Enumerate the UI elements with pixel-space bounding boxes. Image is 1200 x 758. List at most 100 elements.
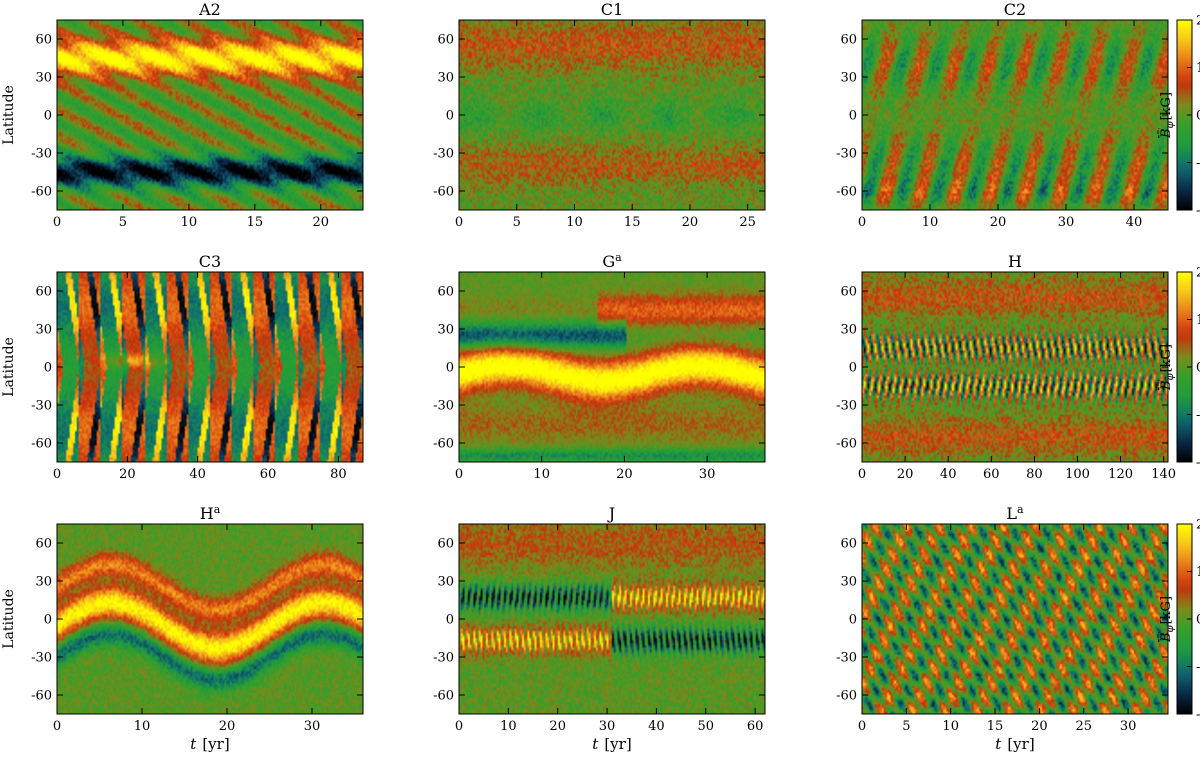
x-tick-label: 15 (247, 215, 264, 230)
y-tick-label: -60 (31, 689, 52, 704)
panel-title: C1 (601, 0, 623, 19)
colorbar-label: B̄φ[kG] (1158, 344, 1176, 391)
panel-title-superscript: a (214, 503, 221, 516)
heatmap-image (459, 272, 765, 462)
y-tick-label: 0 (44, 109, 52, 124)
y-tick-label: -30 (433, 147, 454, 162)
x-tick-label: 25 (739, 215, 756, 230)
x-tick-label: 0 (53, 215, 61, 230)
x-tick-label: 25 (1075, 719, 1092, 734)
y-tick-label: 30 (840, 575, 857, 590)
y-tick-label: 60 (840, 33, 857, 48)
x-tick-label: 40 (189, 467, 206, 482)
y-tick-label: 0 (446, 361, 454, 376)
y-tick-label: 30 (437, 575, 454, 590)
colorbar-tick-label: -1 (1196, 660, 1200, 675)
panel-title: C3 (199, 252, 221, 271)
colorbar-tick-label: 2 (1196, 266, 1200, 281)
x-tick-label: 50 (698, 719, 715, 734)
y-tick-label: -60 (433, 437, 454, 452)
y-tick-label: -30 (433, 399, 454, 414)
heatmap-image (862, 20, 1168, 210)
x-tick-label: 5 (902, 719, 910, 734)
x-tick-label: 120 (1108, 467, 1133, 482)
x-tick-label: 80 (1026, 467, 1043, 482)
y-tick-label: -60 (433, 185, 454, 200)
y-tick-label: 0 (849, 361, 857, 376)
y-tick-label: 0 (446, 109, 454, 124)
heatmap-image (57, 524, 363, 714)
x-tick-label: 10 (134, 719, 151, 734)
y-tick-label: 60 (840, 285, 857, 300)
x-tick-label: 15 (624, 215, 641, 230)
panel-4: C3 0 20 40 60 80 60 30 0 -30 -60 Latitude (1, 252, 364, 482)
x-tick-label: 100 (1065, 467, 1090, 482)
panel-title-superscript: a (615, 251, 622, 264)
colorbar: 2 1 0 -1 -2 B̄φ[kG] (1158, 14, 1200, 219)
x-tick-label: 0 (455, 215, 463, 230)
y-tick-label: 0 (849, 109, 857, 124)
panel-7: Ha 0 10 20 30 60 30 0 -30 -60 Latitude t [yr] (1, 503, 364, 753)
colorbar-tick-label: 0 (1196, 361, 1200, 376)
x-tick-label: 20 (897, 467, 914, 482)
x-tick-label: 30 (699, 467, 716, 482)
colorbar-tick-label: 0 (1196, 109, 1200, 124)
x-tick-label: 0 (858, 467, 866, 482)
x-axis-label: t [yr] (592, 735, 631, 753)
x-tick-label: 10 (533, 467, 550, 482)
y-tick-label: 0 (44, 613, 52, 628)
y-tick-label: 30 (840, 71, 857, 86)
panel-title: Ga (602, 251, 622, 271)
panel-2: C1 0 5 10 15 20 25 60 30 0 -30 -60 (433, 0, 766, 230)
panel-title-superscript: a (1017, 503, 1024, 516)
panel-title: C2 (1004, 0, 1026, 19)
x-tick-label: 15 (987, 719, 1004, 734)
y-tick-label: -60 (836, 437, 857, 452)
x-tick-label: 0 (858, 215, 866, 230)
panel-title: Ha (200, 503, 221, 523)
y-tick-label: -60 (433, 689, 454, 704)
x-tick-label: 40 (940, 467, 957, 482)
colorbar-label: B̄φ[kG] (1158, 596, 1176, 643)
y-tick-label: 60 (35, 33, 52, 48)
y-tick-label: 30 (437, 71, 454, 86)
colorbar-tick-label: -1 (1196, 156, 1200, 171)
x-tick-label: 60 (747, 719, 764, 734)
x-tick-label: 10 (942, 719, 959, 734)
panel-title: H (1008, 252, 1022, 271)
panel-9: La05101520253060300-30-60t[yr]210-1-2B̄φ… (836, 503, 1200, 753)
x-tick-label: 20 (549, 719, 566, 734)
panel-8: J 0 10 20 30 40 50 60 60 30 0 -30 -60 t [yr] (433, 504, 766, 753)
colorbar-tick-label: 1 (1196, 61, 1200, 76)
y-tick-label: -30 (31, 399, 52, 414)
x-tick-label: 20 (1031, 719, 1048, 734)
colorbar-tick-label: 1 (1196, 565, 1200, 580)
y-axis-label: Latitude (1, 589, 17, 649)
y-tick-label: -60 (836, 185, 857, 200)
x-tick-label: 140 (1151, 467, 1176, 482)
y-tick-label: 60 (840, 537, 857, 552)
x-axis-label: t [yr] (995, 735, 1034, 753)
x-axis-label: t [yr] (190, 735, 229, 753)
colorbar-tick-label: -2 (1196, 708, 1200, 723)
y-axis-label: Latitude (1, 337, 17, 397)
y-tick-label: -30 (433, 651, 454, 666)
y-tick-label: 60 (35, 537, 52, 552)
x-tick-label: 60 (260, 467, 277, 482)
x-tick-label: 30 (304, 719, 321, 734)
y-tick-label: 60 (437, 285, 454, 300)
y-tick-label: 60 (35, 285, 52, 300)
x-tick-label: 20 (616, 467, 633, 482)
panel-6: H 0 20 40 60 80 100 120 140 60 30 0 -30 -60 2 1 0 -1 -2 B̄φ… (836, 252, 1200, 482)
heatmap-image (57, 272, 363, 462)
x-tick-label: 20 (219, 719, 236, 734)
x-tick-label: 60 (983, 467, 1000, 482)
colorbar-tick-label: -2 (1196, 204, 1200, 219)
colorbar-tick-label: 1 (1196, 313, 1200, 328)
y-tick-label: 60 (437, 537, 454, 552)
colorbar-tick-label: 0 (1196, 613, 1200, 628)
x-tick-label: 10 (922, 215, 939, 230)
x-tick-label: 20 (682, 215, 699, 230)
